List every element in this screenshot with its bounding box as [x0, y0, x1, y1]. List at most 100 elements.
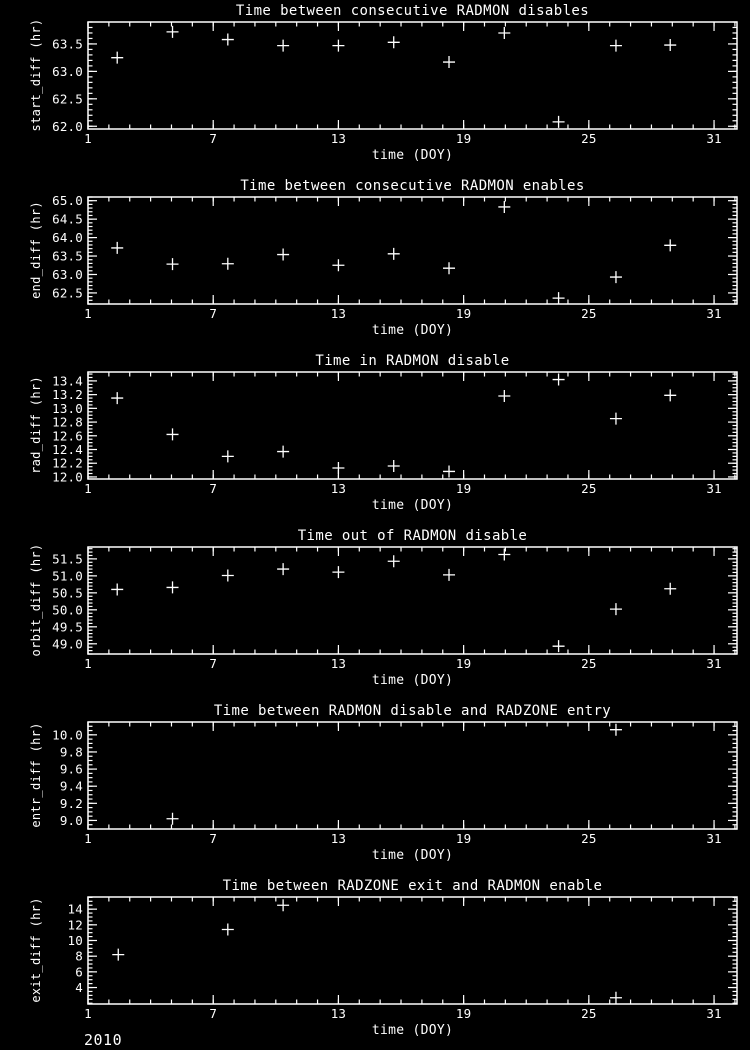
plus-marker [664, 582, 677, 595]
plus-marker [552, 640, 565, 653]
tick-label: 63.0 [52, 267, 83, 282]
tick-label: 9.6 [60, 762, 83, 777]
tick-label: 31 [706, 656, 721, 671]
tick-label: 31 [706, 481, 721, 496]
tick-label: 9.0 [60, 813, 83, 828]
tick-label: 25 [581, 1006, 596, 1021]
plus-marker [387, 247, 400, 260]
axes: 1 7 13 19 25 31 9.0 9.2 9.4 9.6 9.8 10.0 [52, 721, 738, 846]
tick-label: 12 [68, 917, 83, 932]
plot-panel-time-in-disable: Time in RADMON disable rad_diff (hr) tim… [0, 350, 750, 525]
tick-label: 1 [84, 831, 92, 846]
tick-label: 63.0 [52, 64, 83, 79]
plot-canvas: 1 7 13 19 25 31 49.0 49.5 50.0 50.5 51.0 51.5 [52, 546, 738, 671]
plus-marker [552, 292, 565, 305]
plus-marker [332, 462, 345, 475]
year-label: 2010 [84, 1031, 123, 1049]
tick-label: 62.5 [52, 285, 83, 300]
plus-marker [221, 33, 234, 46]
tick-label: 19 [456, 306, 471, 321]
plus-marker [166, 581, 179, 594]
tick-label: 49.5 [52, 619, 83, 634]
plus-marker [111, 583, 124, 596]
plus-marker [277, 899, 290, 912]
plus-marker [112, 948, 125, 961]
tick-label: 14 [68, 902, 83, 917]
plus-marker [387, 555, 400, 568]
tick-label: 19 [456, 831, 471, 846]
plus-marker [332, 566, 345, 579]
plus-marker [166, 258, 179, 271]
tick-label: 13 [331, 481, 346, 496]
plus-marker [277, 445, 290, 458]
tick-label: 12.0 [52, 469, 83, 484]
plus-marker [609, 603, 622, 616]
tick-label: 19 [456, 656, 471, 671]
plus-marker [609, 39, 622, 52]
plot-panel-radmon-enables: Time between consecutive RADMON enables … [0, 175, 750, 350]
plus-marker [664, 39, 677, 52]
tick-label: 6 [75, 964, 83, 979]
tick-label: 4 [75, 980, 83, 995]
tick-label: 13 [331, 306, 346, 321]
plus-marker [498, 26, 511, 39]
plus-marker [166, 812, 179, 825]
tick-label: 62.5 [52, 91, 83, 106]
plot-title: Time in RADMON disable [315, 353, 510, 369]
plus-marker [166, 428, 179, 441]
tick-label: 1 [84, 656, 92, 671]
plus-marker [221, 450, 234, 463]
tick-label: 31 [706, 131, 721, 146]
tick-label: 7 [209, 656, 217, 671]
plus-marker [609, 723, 622, 736]
axes: 1 7 13 19 25 31 62.0 62.5 63.0 63.5 [52, 21, 738, 146]
plot-canvas: 1 7 13 19 25 31 9.0 9.2 9.4 9.6 9.8 10.0 [52, 721, 738, 846]
tick-label: 7 [209, 131, 217, 146]
tick-label: 13.4 [52, 373, 83, 388]
plot-panel-radzone-entry: Time between RADMON disable and RADZONE … [0, 700, 750, 875]
tick-label: 12.8 [52, 415, 83, 430]
tick-label: 1 [84, 306, 92, 321]
plot-title: Time out of RADMON disable [297, 528, 528, 544]
plus-marker [332, 259, 345, 272]
x-axis-label: time (DOY) [371, 323, 454, 338]
tick-label: 25 [581, 306, 596, 321]
axes: 1 7 13 19 25 31 12.012.212.412.612.813.013.213… [52, 371, 738, 496]
plus-marker [111, 51, 124, 64]
plus-marker [609, 271, 622, 284]
plus-marker [221, 569, 234, 582]
tick-label: 13 [331, 131, 346, 146]
tick-label: 9.8 [60, 744, 83, 759]
data-points [111, 25, 677, 128]
plus-marker [332, 39, 345, 52]
tick-label: 25 [581, 656, 596, 671]
plot-canvas: 1 7 13 19 25 31 62.0 62.5 63.0 63.5 [52, 21, 738, 146]
plot-title: Time between consecutive RADMON disables [235, 3, 590, 19]
plus-marker [664, 389, 677, 402]
plus-marker [552, 115, 565, 128]
plus-marker [277, 248, 290, 261]
plus-marker [277, 39, 290, 52]
tick-label: 31 [706, 831, 721, 846]
tick-label: 13.0 [52, 401, 83, 416]
plus-marker [443, 262, 456, 275]
data-points [111, 548, 677, 653]
plot-panel-time-out-disable: Time out of RADMON disable orbit_diff (h… [0, 525, 750, 700]
tick-label: 13.2 [52, 387, 83, 402]
x-axis-label: time (DOY) [371, 148, 454, 163]
tick-label: 63.5 [52, 249, 83, 264]
x-axis-label: time (DOY) [371, 848, 454, 863]
tick-label: 51.0 [52, 568, 83, 583]
plus-marker [443, 465, 456, 478]
tick-label: 51.5 [52, 551, 83, 566]
tick-label: 1 [84, 481, 92, 496]
axes: 1 7 13 19 25 31 62.5 63.0 63.5 64.0 64.5 65.0 [52, 193, 738, 321]
tick-label: 31 [706, 1006, 721, 1021]
tick-label: 12.2 [52, 456, 83, 471]
plot-title: Time between consecutive RADMON enables [240, 178, 585, 194]
tick-label: 50.0 [52, 602, 83, 617]
tick-label: 9.4 [60, 779, 83, 794]
tick-label: 12.4 [52, 442, 83, 457]
plus-marker [498, 200, 511, 213]
